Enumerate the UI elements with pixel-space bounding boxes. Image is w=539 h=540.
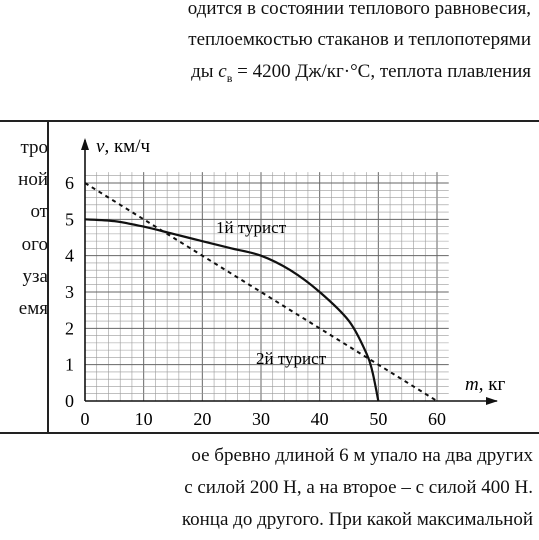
left-fragment: ого bbox=[21, 234, 48, 255]
top-text-line-1: одится в состоянии теплового равновесия, bbox=[187, 0, 531, 19]
y-tick-label: 6 bbox=[65, 173, 74, 193]
specific-heat-symbol: c bbox=[218, 61, 227, 82]
x-axis-label: m, кг bbox=[465, 374, 505, 395]
specific-heat-subscript: в bbox=[226, 70, 233, 85]
y-tick-label: 3 bbox=[65, 282, 74, 302]
table-border-bottom bbox=[0, 432, 539, 434]
y-tick-label: 2 bbox=[65, 318, 74, 338]
x-axis-arrow bbox=[486, 397, 498, 405]
bottom-text-line-3: конца до другого. При какой максимальной bbox=[181, 509, 533, 530]
x-tick-label: 40 bbox=[311, 409, 329, 429]
x-tick-label: 60 bbox=[428, 409, 446, 429]
y-tick-label: 0 bbox=[65, 391, 74, 411]
x-tick-label: 0 bbox=[81, 409, 90, 429]
series-line-tourist-2 bbox=[84, 182, 438, 402]
left-fragment: тро bbox=[20, 137, 48, 158]
left-fragment: уза bbox=[22, 266, 48, 287]
bottom-text-line-1: ое бревно длиной 6 м упало на два других bbox=[191, 445, 533, 466]
x-tick-label: 50 bbox=[369, 409, 387, 429]
table-border-top bbox=[0, 120, 539, 122]
chart-grid bbox=[84, 172, 449, 402]
x-tick-label: 30 bbox=[252, 409, 270, 429]
top-text-line-3-rest: = 4200 Дж/кг·°С, теплота плавления bbox=[237, 61, 531, 82]
y-tick-label: 5 bbox=[65, 209, 74, 229]
series-line-tourist-1 bbox=[84, 218, 380, 402]
left-fragment: ной bbox=[18, 169, 48, 190]
y-axis-label: v, км/ч bbox=[96, 136, 150, 157]
series-label-tourist-1: 1й турист bbox=[216, 218, 287, 237]
chart-ticks: 0 10 20 30 40 50 60 0 1 2 3 4 5 6 bbox=[65, 173, 446, 429]
y-tick-label: 4 bbox=[65, 246, 74, 266]
top-text-line-3-prefix: ды bbox=[191, 61, 214, 82]
table-divider bbox=[47, 121, 49, 432]
top-text-line-2: теплоемкостью стаканов и теплопотерями bbox=[188, 29, 531, 50]
x-tick-label: 20 bbox=[193, 409, 211, 429]
bottom-text-line-2: с силой 200 Н, а на второе – с силой 400… bbox=[184, 477, 533, 498]
series-label-tourist-2: 2й турист bbox=[256, 349, 327, 368]
left-fragment: емя bbox=[18, 298, 48, 319]
y-axis-arrow bbox=[81, 138, 89, 150]
chart-series bbox=[84, 182, 438, 402]
top-text-line-3: ды cв = 4200 Дж/кг·°С, теплота плавления bbox=[0, 56, 531, 94]
x-tick-label: 10 bbox=[135, 409, 153, 429]
y-tick-label: 1 bbox=[65, 355, 74, 375]
left-fragment: от bbox=[30, 201, 48, 222]
